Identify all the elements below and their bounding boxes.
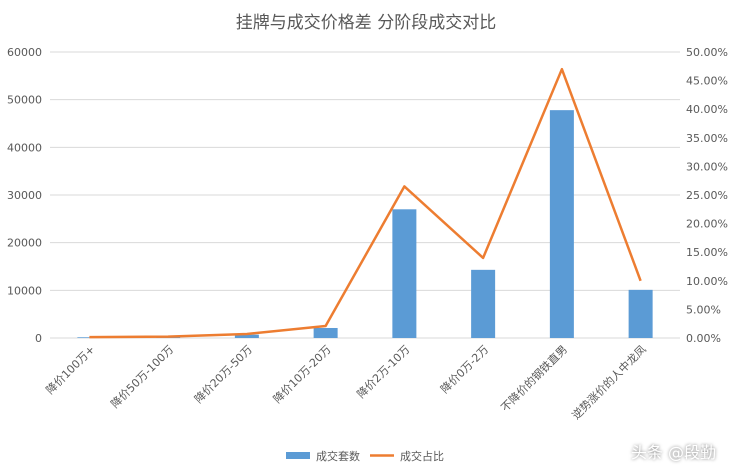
right-axis-tick-label: 30.00% [686, 160, 728, 173]
left-axis-tick-label: 10000 [7, 284, 42, 297]
right-axis-tick-label: 45.00% [686, 75, 728, 88]
bar [392, 209, 417, 338]
bar [628, 289, 653, 338]
category-label: 降价50万-100万 [108, 342, 177, 411]
gridlines [50, 51, 680, 339]
series-line [89, 67, 642, 339]
watermark: 头条 @段勤 [630, 443, 716, 462]
category-label: 降价20万-50万 [191, 342, 255, 406]
category-label: 降价0万-2万 [438, 342, 492, 396]
right-axis-tick-label: 0.00% [686, 332, 721, 345]
category-label: 降价100万+ [43, 342, 98, 397]
right-axis-tick-label: 25.00% [686, 189, 728, 202]
bar [313, 327, 338, 338]
legend-bar-label: 成交套数 [316, 449, 360, 463]
category-label: 逆势涨价的人中龙凤 [569, 342, 649, 422]
category-label: 降价2万-10万 [354, 342, 413, 401]
bar [234, 334, 259, 338]
right-axis-tick-label: 15.00% [686, 246, 728, 259]
right-axis-tick-label: 5.00% [686, 303, 721, 316]
right-axis-tick-label: 35.00% [686, 132, 728, 145]
left-axis-tick-label: 30000 [7, 189, 42, 202]
bar-series [77, 110, 653, 338]
legend-bar-swatch [286, 452, 310, 459]
left-axis-ticks: 0 10000 20000 30000 40000 50000 60000 [7, 46, 42, 345]
right-axis-ticks: 0.00% 5.00% 10.00% 15.00% 20.00% 25.00% 30.00%… [686, 46, 728, 345]
bar [471, 269, 496, 338]
right-axis-tick-label: 40.00% [686, 103, 728, 116]
right-axis-tick-label: 50.00% [686, 46, 728, 59]
bar [549, 110, 574, 338]
category-label: 不降价的钢铁直男 [498, 342, 570, 414]
legend-line-label: 成交占比 [400, 449, 444, 463]
left-axis-tick-label: 60000 [7, 46, 42, 59]
left-axis-tick-label: 50000 [7, 94, 42, 107]
chart-title: 挂牌与成交价格差 分阶段成交对比 [236, 13, 496, 33]
legend: 成交套数 成交占比 [286, 449, 444, 463]
left-axis-tick-label: 40000 [7, 141, 42, 154]
right-axis-tick-label: 10.00% [686, 275, 728, 288]
left-axis-tick-label: 20000 [7, 237, 42, 250]
right-axis-tick-label: 20.00% [686, 218, 728, 231]
line-series [89, 67, 642, 339]
left-axis-tick-label: 0 [35, 332, 42, 345]
category-label: 降价10万-20万 [270, 342, 334, 406]
bar [77, 337, 102, 338]
category-axis-labels: 降价100万+ 降价50万-100万 降价20万-50万 降价10万-20万 降价2万-… [43, 342, 649, 422]
